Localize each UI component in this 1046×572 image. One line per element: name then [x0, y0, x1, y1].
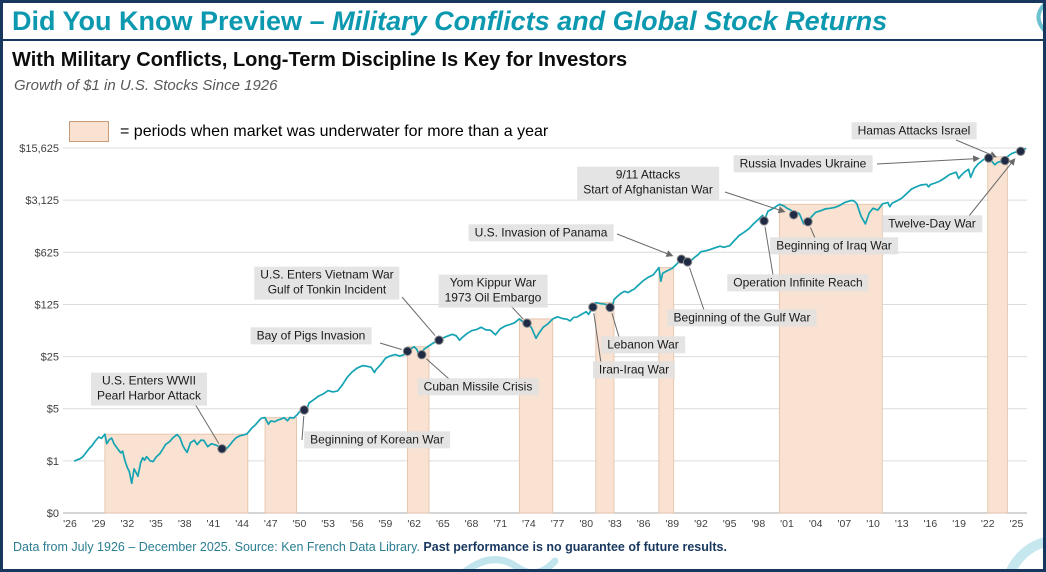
- y-axis-label: $15,625: [19, 143, 59, 155]
- x-axis-label: '71: [493, 518, 507, 530]
- underwater-legend: = periods when market was underwater for…: [69, 121, 548, 142]
- x-axis-label: '56: [350, 518, 364, 530]
- x-axis-label: '25: [1010, 518, 1024, 530]
- underwater-band: [264, 417, 297, 514]
- chart-headline: With Military Conflicts, Long-Term Disci…: [12, 49, 628, 71]
- x-axis-label: '44: [235, 518, 249, 530]
- x-axis-label: '83: [608, 518, 622, 530]
- x-axis-label: '74: [522, 518, 536, 530]
- x-axis-label: '32: [121, 518, 135, 530]
- x-axis-label: '89: [665, 518, 679, 530]
- event-marker-yom-kippur-war: [522, 318, 532, 328]
- y-axis-label: $625: [35, 247, 59, 259]
- y-axis-label: $0: [47, 508, 59, 520]
- x-axis-label: '50: [293, 518, 307, 530]
- y-axis-label: $5: [47, 404, 59, 416]
- y-axis-label: $25: [41, 352, 59, 364]
- event-marker-beginning-of-the-gulf-war: [682, 257, 693, 267]
- annotation-connector-beginning-of-iraq-war: [809, 227, 816, 239]
- annotation-connector-u-s-invasion-of-panama: [616, 233, 674, 257]
- decorative-wave-top-right: [1036, 3, 1043, 32]
- x-axis-label: '98: [751, 518, 765, 530]
- data-source-text: Data from July 1926 – December 2025. Sou…: [13, 540, 420, 554]
- x-axis-label: '41: [207, 518, 221, 530]
- x-axis-label: '77: [551, 518, 565, 530]
- event-marker-twelve-day-war: [1016, 146, 1026, 157]
- underwater-band: [518, 318, 554, 514]
- x-axis-label: '01: [780, 518, 794, 530]
- title-topic: Military Conflicts and Global Stock Retu…: [332, 6, 888, 36]
- x-axis-label: '95: [723, 518, 737, 530]
- y-axis-label: $125: [35, 299, 59, 311]
- event-marker-beginning-of-iraq-war: [803, 217, 813, 227]
- annotation-connector-beginning-of-the-gulf-war: [689, 267, 705, 311]
- event-marker-u-s-enters-vietnam-war: [434, 335, 444, 345]
- x-axis-label: '38: [178, 518, 192, 530]
- annotation-connector-iran-iraq-war: [593, 313, 602, 364]
- x-axis-label: '19: [952, 518, 966, 530]
- underwater-band: [595, 302, 615, 514]
- x-axis-label: '07: [838, 518, 852, 530]
- chart-subtitle: Growth of $1 in U.S. Stocks Since 1926: [14, 77, 278, 94]
- underwater-band: [658, 267, 675, 514]
- annotation-connector-bay-of-pigs-invasion: [379, 342, 402, 350]
- x-axis-label: '10: [866, 518, 880, 530]
- x-axis-label: '92: [694, 518, 708, 530]
- annotation-connector-operation-infinite-reach: [764, 226, 774, 276]
- underwater-band: [778, 203, 883, 514]
- source-footnote: Data from July 1926 – December 2025. Sou…: [13, 540, 727, 554]
- event-marker-iran-iraq-war: [588, 302, 598, 312]
- x-axis-label: '59: [379, 518, 393, 530]
- decorative-wave-bottom-right: [1006, 537, 1043, 569]
- x-axis-label: '29: [92, 518, 106, 530]
- header-divider: [3, 39, 1043, 41]
- annotation-connector-twelve-day-war: [968, 158, 1016, 217]
- growth-line: [73, 147, 1027, 485]
- decorative-wave-bottom-center: [462, 556, 559, 569]
- event-marker-cuban-missile-crisis: [417, 350, 427, 360]
- x-axis-label: '65: [436, 518, 450, 530]
- annotation-connector-u-s-enters-wwii: [194, 403, 220, 444]
- annotation-connector-yom-kippur-war: [510, 305, 524, 320]
- event-marker-lebanon-war: [605, 302, 615, 313]
- annotation-connector-u-s-enters-vietnam-war: [401, 296, 436, 336]
- event-marker-hamas-attacks-israel: [1000, 155, 1010, 166]
- x-axis-label: '86: [637, 518, 651, 530]
- annotation-connector-lebanon-war: [611, 313, 620, 338]
- x-axis-label: '16: [924, 518, 938, 530]
- underwater-swatch: [69, 121, 109, 142]
- event-marker-beginning-of-korean-war: [299, 405, 309, 415]
- disclaimer-text: Past performance is no guarantee of futu…: [423, 540, 727, 554]
- annotation-connector-9-11-attacks: [724, 191, 786, 214]
- page-title: Did You Know Preview – Military Conflict…: [12, 6, 887, 37]
- annotation-connector-russia-invades-ukraine: [876, 155, 981, 165]
- y-axis-label: $3,125: [25, 195, 59, 207]
- event-marker-9-11-attacks: [789, 210, 799, 220]
- annotation-connector-cuban-missile-crisis: [425, 358, 450, 380]
- x-axis-label: '13: [895, 518, 909, 530]
- y-axis-label: $1: [47, 456, 59, 468]
- title-prefix: Did You Know Preview: [12, 6, 303, 36]
- underwater-band: [407, 346, 430, 514]
- underwater-band: [104, 433, 249, 514]
- x-axis-label: '80: [579, 518, 593, 530]
- annotation-connector-beginning-of-korean-war: [301, 415, 305, 441]
- underwater-band: [987, 156, 1008, 514]
- x-axis-label: '22: [981, 518, 995, 530]
- underwater-legend-text: = periods when market was underwater for…: [120, 122, 549, 140]
- x-axis-label: '53: [321, 518, 335, 530]
- x-axis-label: '47: [264, 518, 278, 530]
- event-marker-operation-infinite-reach: [759, 216, 769, 226]
- x-axis-label: '68: [465, 518, 479, 530]
- title-separator: –: [302, 6, 333, 36]
- x-axis-label: '62: [407, 518, 421, 530]
- event-marker-russia-invades-ukraine: [984, 153, 994, 163]
- x-axis-label: '26: [63, 518, 77, 530]
- x-axis-label: '35: [149, 518, 163, 530]
- event-marker-u-s-enters-wwii: [217, 444, 227, 454]
- growth-line-chart: $0 $1 $5 $25 $125 $625 $3,125 $15,625 '26 '29 '32 '…: [19, 3, 1043, 569]
- x-axis-label: '04: [809, 518, 823, 530]
- event-marker-bay-of-pigs-invasion: [402, 346, 413, 356]
